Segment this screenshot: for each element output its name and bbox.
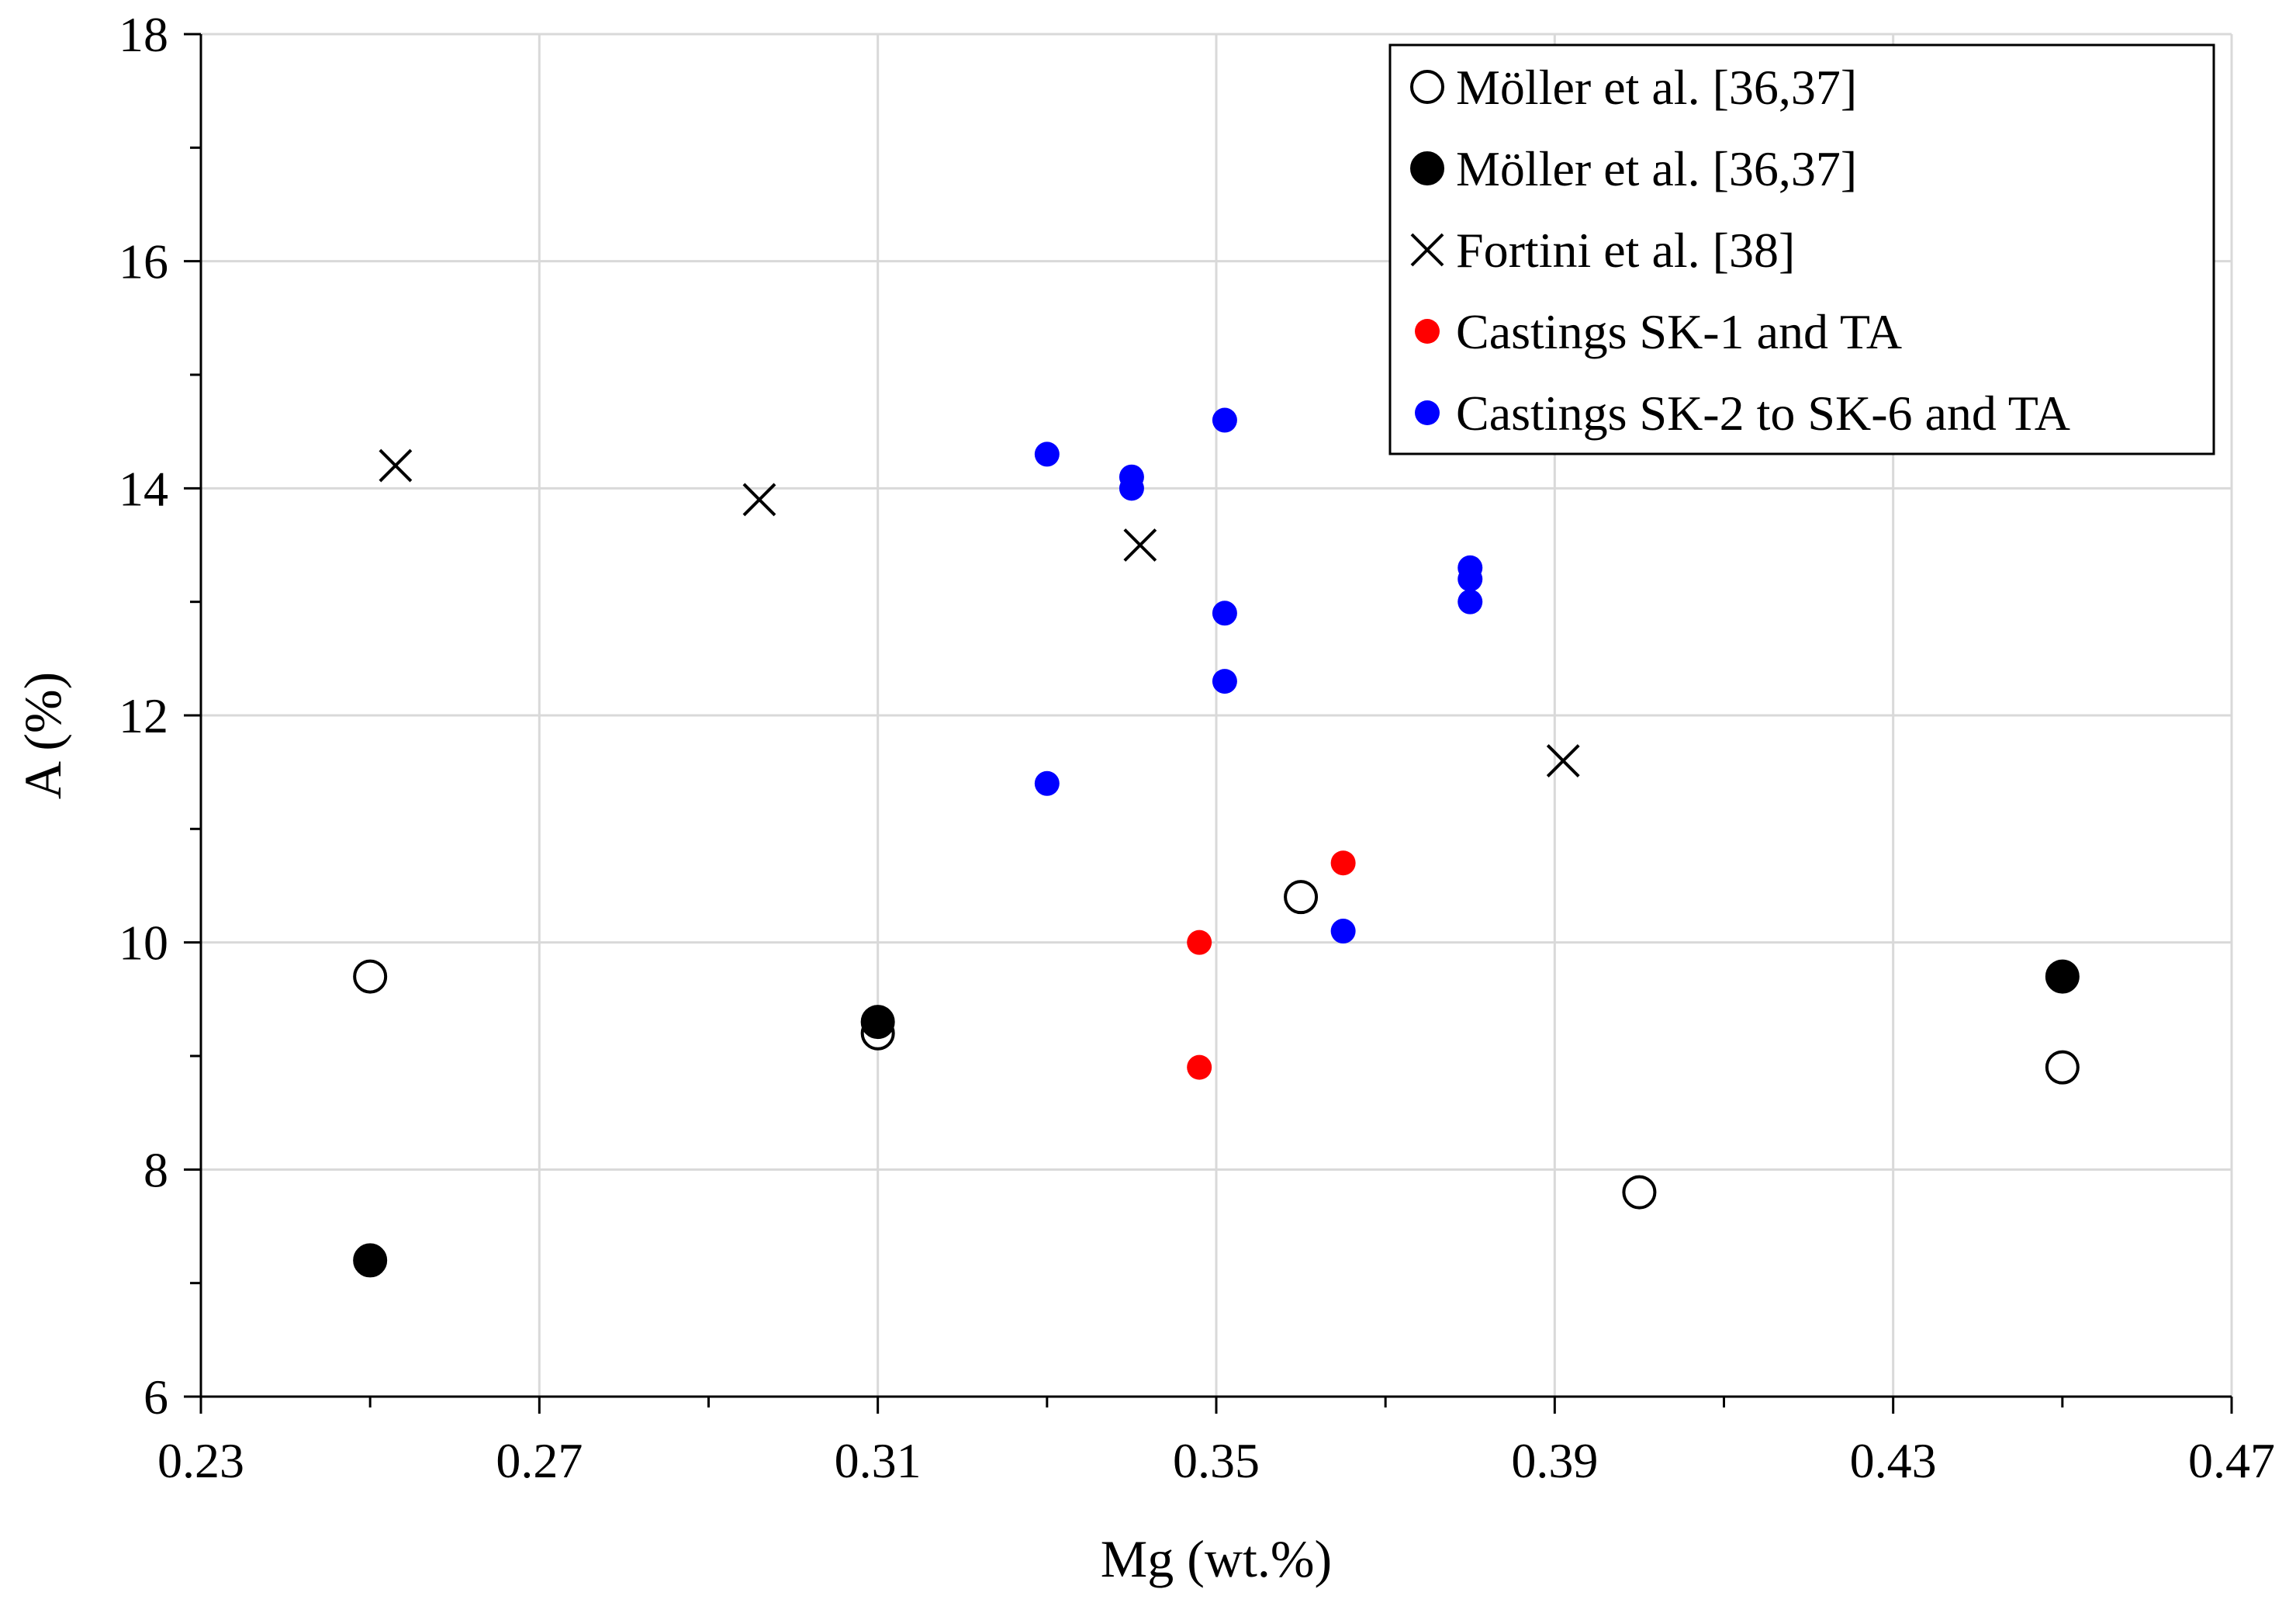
- dot-point: [1119, 476, 1144, 501]
- y-tick-label: 8: [144, 1142, 168, 1197]
- dot-point: [1212, 669, 1237, 694]
- legend-marker: [1415, 400, 1440, 425]
- y-tick-label: 6: [144, 1369, 168, 1425]
- open-circle-point: [353, 959, 388, 994]
- dot-point: [1187, 930, 1212, 955]
- dot-point: [1457, 566, 1483, 592]
- y-axis-title: A (%): [13, 672, 72, 799]
- legend-marker: [1410, 151, 1444, 185]
- dot-point: [1187, 1054, 1212, 1080]
- series-3: [1187, 850, 1356, 1080]
- open-circle-point: [1622, 1175, 1657, 1210]
- legend: Möller et al. [36,37] Möller et al. [36,3…: [1388, 43, 2215, 455]
- cross-point: [379, 448, 413, 483]
- cross-point: [1546, 744, 1580, 777]
- legend-label: Möller et al. [36,37]: [1456, 60, 1857, 115]
- open-circle-point: [1284, 880, 1319, 915]
- legend-label: Castings SK-2 to SK-6 and TA: [1456, 386, 2070, 441]
- series-4: [1034, 407, 1483, 944]
- cross-point: [742, 483, 776, 517]
- legend-items: Möller et al. [36,37] Möller et al. [36,3…: [1410, 60, 2070, 441]
- x-tick-label: 0.23: [157, 1433, 244, 1488]
- data-points: [353, 407, 2080, 1278]
- x-tick-label: 0.39: [1511, 1433, 1598, 1488]
- y-tick-label: 18: [119, 7, 168, 62]
- filled-circle-point: [2045, 959, 2080, 994]
- filled-circle-point: [860, 1005, 895, 1040]
- y-tick-label: 12: [119, 688, 168, 743]
- open-circle-point: [2045, 1050, 2080, 1085]
- dot-point: [1034, 441, 1060, 467]
- legend-label: Möller et al. [36,37]: [1456, 141, 1857, 196]
- dot-point: [1212, 601, 1237, 626]
- x-tick-label: 0.27: [496, 1433, 583, 1488]
- dot-point: [1034, 770, 1060, 796]
- legend-marker: [1410, 233, 1444, 267]
- y-tick-label: 16: [119, 234, 168, 289]
- legend-label: Castings SK-1 and TA: [1456, 304, 1902, 359]
- dot-point: [1457, 589, 1483, 615]
- dot-point: [1330, 919, 1356, 944]
- x-axis-title: Mg (wt.%): [1101, 1529, 1332, 1588]
- filled-circle-point: [353, 1243, 388, 1278]
- tick-labels: 0.23 0.27 0.31 0.35 0.39 0.43 0.47 6 8 10 12 14 16 18: [119, 7, 2275, 1488]
- x-tick-label: 0.47: [2188, 1433, 2275, 1488]
- legend-marker: [1415, 319, 1440, 344]
- dot-point: [1330, 850, 1356, 876]
- legend-marker: [1410, 70, 1444, 104]
- legend-box: [1388, 43, 2215, 455]
- x-tick-label: 0.35: [1173, 1433, 1260, 1488]
- dot-point: [1212, 407, 1237, 433]
- y-tick-label: 14: [119, 461, 168, 516]
- cross-point: [1123, 528, 1157, 562]
- legend-label: Fortini et al. [38]: [1456, 223, 1795, 278]
- y-tick-label: 10: [119, 916, 168, 971]
- x-tick-label: 0.43: [1850, 1433, 1937, 1488]
- ticks: [184, 33, 2233, 1414]
- series-1: [353, 959, 2080, 1278]
- x-tick-label: 0.31: [835, 1433, 922, 1488]
- series-2: [379, 448, 1580, 777]
